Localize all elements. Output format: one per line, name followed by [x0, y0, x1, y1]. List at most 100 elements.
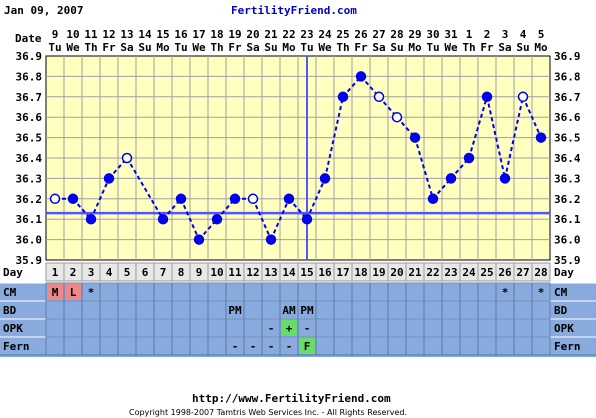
bd-row-entry: PM [300, 304, 314, 317]
day-number: 7 [160, 266, 167, 279]
y-tick-label-right: 35.9 [554, 254, 581, 267]
y-tick-label-left: 36.2 [16, 193, 43, 206]
y-tick-label-right: 36.0 [554, 234, 581, 247]
cm-row-entry: L [70, 286, 77, 299]
temp-point[interactable] [229, 193, 241, 205]
temp-point[interactable] [409, 132, 421, 143]
opk-row-entry: + [286, 322, 293, 335]
temp-point[interactable] [283, 193, 295, 205]
temp-line-segment [90, 177, 110, 220]
temp-point[interactable] [121, 152, 133, 164]
temp-point[interactable] [175, 193, 187, 205]
weekday-label: Th [462, 41, 475, 54]
bd-row-entry: PM [228, 304, 242, 317]
temp-point[interactable] [517, 91, 529, 103]
date-label: 28 [390, 28, 403, 41]
temp-point[interactable] [373, 91, 385, 103]
fern-row-label-right: Fern [554, 340, 581, 353]
weekday-label: Fr [354, 41, 368, 54]
cm-row-entry: M [52, 286, 59, 299]
date-label: 26 [354, 28, 368, 41]
temp-point[interactable] [463, 152, 475, 164]
weekday-label: We [66, 41, 80, 54]
temp-point[interactable] [265, 234, 277, 245]
temp-point[interactable] [427, 193, 439, 205]
temp-point[interactable] [247, 193, 259, 205]
opk-row-label-right: OPK [554, 322, 574, 335]
y-tick-label-left: 36.1 [16, 213, 43, 226]
date-label: 23 [300, 28, 313, 41]
day-number: 28 [534, 266, 547, 279]
y-tick-label-left: 36.6 [16, 111, 43, 124]
date-label: 2 [484, 28, 491, 41]
fern-row-entry: - [286, 340, 293, 353]
temp-point[interactable] [103, 173, 115, 184]
temp-line-segment [468, 96, 488, 159]
temp-point[interactable] [193, 234, 205, 245]
day-number: 14 [282, 266, 296, 279]
temp-point[interactable] [85, 213, 97, 225]
y-tick-label-right: 36.7 [554, 91, 581, 104]
date-label: 27 [372, 28, 385, 41]
weekday-label: Sa [498, 41, 511, 54]
temp-point[interactable] [499, 173, 511, 184]
weekday-label: Mo [156, 41, 170, 54]
opk-row-entry: - [268, 322, 275, 335]
temp-point[interactable] [535, 132, 547, 143]
weekday-label: Th [84, 41, 97, 54]
weekday-label: Tu [300, 41, 313, 54]
chart-date: Jan 09, 2007 [4, 4, 83, 17]
temp-point[interactable] [355, 71, 367, 82]
day-number: 16 [318, 266, 332, 279]
y-tick-label-left: 36.7 [16, 91, 43, 104]
weekday-label: Su [390, 41, 403, 54]
temp-line-segment [180, 198, 200, 241]
temp-point[interactable] [211, 213, 223, 225]
day-row-label: Day [3, 266, 23, 279]
site-title[interactable]: FertilityFriend.com [231, 4, 357, 17]
date-label: 19 [228, 28, 241, 41]
day-number: 12 [246, 266, 259, 279]
date-label: 5 [538, 28, 545, 41]
weekday-label: Mo [282, 41, 296, 54]
opk-row-highlight [281, 320, 297, 336]
temp-point[interactable] [445, 173, 457, 184]
day-number: 11 [228, 266, 242, 279]
temp-point[interactable] [319, 173, 331, 184]
bd-row-entry: AM [282, 304, 296, 317]
y-tick-label-left: 35.9 [16, 254, 43, 267]
date-label: 16 [174, 28, 188, 41]
weekday-label: Fr [102, 41, 116, 54]
day-number: 5 [124, 266, 131, 279]
temp-point[interactable] [49, 193, 61, 205]
date-label: 21 [264, 28, 278, 41]
y-tick-label-right: 36.6 [554, 111, 581, 124]
y-tick-label-left: 36.8 [16, 70, 43, 83]
y-tick-label-left: 36.5 [16, 132, 43, 145]
day-number: 21 [408, 266, 422, 279]
temp-point[interactable] [157, 213, 169, 225]
weekday-label: We [318, 41, 332, 54]
temp-point[interactable] [481, 91, 493, 103]
date-label: 3 [502, 28, 509, 41]
y-tick-label-right: 36.8 [554, 70, 581, 83]
day-number: 26 [498, 266, 512, 279]
cm-row-entry: * [538, 286, 545, 299]
temp-line-segment [522, 96, 542, 139]
day-number: 25 [480, 266, 493, 279]
weekday-label: Su [138, 41, 151, 54]
day-number: 2 [70, 266, 77, 279]
day-number: 9 [196, 266, 203, 279]
y-tick-label-right: 36.4 [554, 152, 581, 165]
cm-row-highlight [47, 284, 63, 300]
temp-line-segment [126, 157, 164, 220]
date-label: 15 [156, 28, 169, 41]
fern-row-entry: - [232, 340, 239, 353]
y-tick-label-left: 36.4 [16, 152, 43, 165]
temp-point[interactable] [301, 213, 313, 225]
footer-url[interactable]: http://www.FertilityFriend.com [192, 392, 391, 405]
day-number: 1 [52, 266, 59, 279]
temp-point[interactable] [337, 91, 349, 103]
temp-point[interactable] [67, 193, 79, 205]
temp-point[interactable] [391, 111, 403, 123]
